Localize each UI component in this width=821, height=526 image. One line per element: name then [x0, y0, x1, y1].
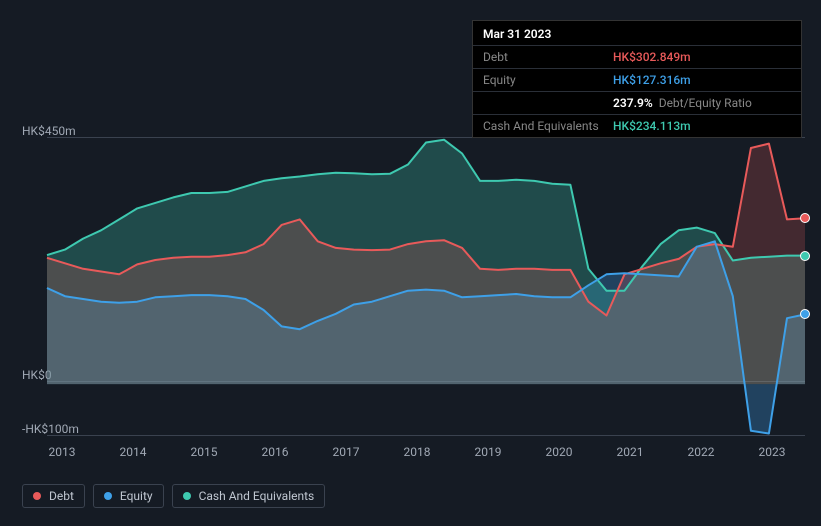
marker-equity — [800, 309, 810, 319]
tooltip-value: HK$302.849m — [613, 50, 691, 64]
chart-tooltip: Mar 31 2023 Debt HK$302.849m Equity HK$1… — [472, 20, 802, 138]
x-axis-tick: 2022 — [688, 445, 715, 459]
legend-swatch — [33, 492, 41, 500]
legend-item-equity[interactable]: Equity — [93, 484, 164, 508]
legend-swatch — [104, 492, 112, 500]
tooltip-value: HK$234.113m — [613, 119, 691, 133]
tooltip-label: Equity — [483, 73, 613, 87]
legend-item-cash-and-equivalents[interactable]: Cash And Equivalents — [172, 484, 326, 508]
tooltip-row-ratio: 237.9% Debt/Equity Ratio — [473, 91, 801, 114]
x-axis-tick: 2020 — [546, 445, 573, 459]
x-axis-tick: 2021 — [617, 445, 644, 459]
legend-item-debt[interactable]: Debt — [22, 484, 85, 508]
tooltip-date: Mar 31 2023 — [473, 21, 801, 45]
legend-label: Debt — [49, 489, 74, 503]
tooltip-ratio-label: Debt/Equity Ratio — [659, 96, 752, 110]
x-axis-tick: 2015 — [191, 445, 218, 459]
x-axis-tick: 2018 — [404, 445, 431, 459]
chart-legend: Debt Equity Cash And Equivalents — [22, 484, 325, 508]
x-axis-tick: 2019 — [475, 445, 502, 459]
tooltip-label: Debt — [483, 50, 613, 64]
tooltip-row-cash: Cash And Equivalents HK$234.113m — [473, 114, 801, 137]
x-axis-tick: 2017 — [333, 445, 360, 459]
tooltip-row-equity: Equity HK$127.316m — [473, 68, 801, 91]
legend-label: Cash And Equivalents — [199, 489, 315, 503]
x-axis-tick: 2014 — [120, 445, 147, 459]
tooltip-label: Cash And Equivalents — [483, 119, 613, 133]
tooltip-row-debt: Debt HK$302.849m — [473, 45, 801, 68]
legend-swatch — [183, 492, 191, 500]
tooltip-ratio-value: 237.9% — [613, 96, 653, 110]
x-axis-tick: 2013 — [49, 445, 76, 459]
x-axis-tick: 2023 — [759, 445, 786, 459]
tooltip-label — [483, 96, 613, 110]
tooltip-value: HK$127.316m — [613, 73, 691, 87]
legend-label: Equity — [120, 489, 153, 503]
marker-cash — [800, 251, 810, 261]
x-axis-tick: 2016 — [262, 445, 289, 459]
marker-debt — [800, 213, 810, 223]
